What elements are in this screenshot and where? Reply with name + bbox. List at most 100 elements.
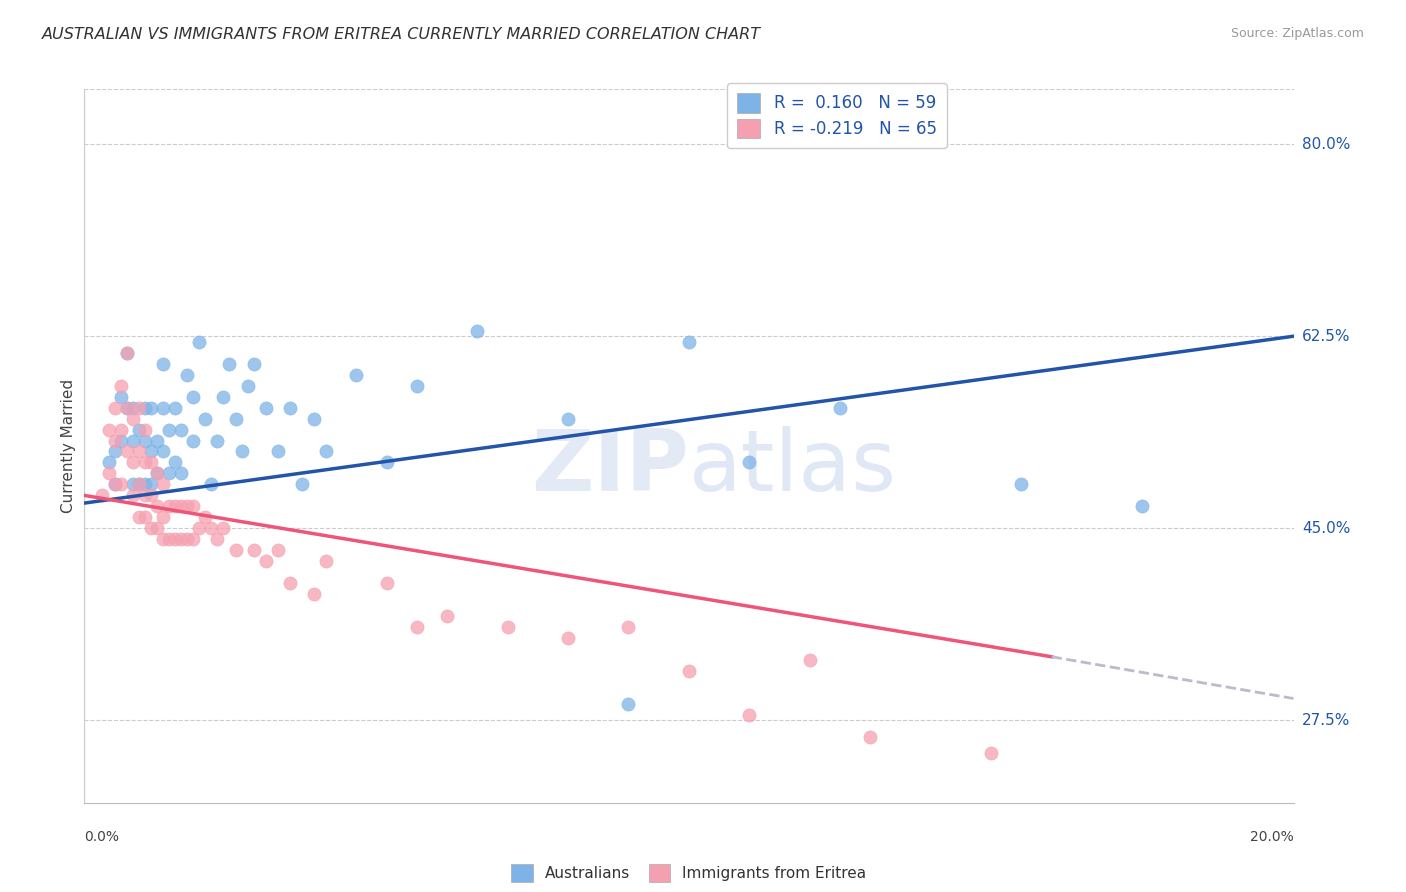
Text: AUSTRALIAN VS IMMIGRANTS FROM ERITREA CURRENTLY MARRIED CORRELATION CHART: AUSTRALIAN VS IMMIGRANTS FROM ERITREA CU… — [42, 27, 761, 42]
Point — [291, 477, 314, 491]
Point — [617, 697, 640, 711]
Y-axis label: Currently Married: Currently Married — [60, 379, 76, 513]
Point — [110, 390, 132, 404]
Point — [176, 368, 198, 382]
Point — [152, 357, 174, 371]
Point — [212, 390, 235, 404]
Point — [436, 609, 458, 624]
Point — [152, 533, 174, 547]
Point — [1130, 500, 1153, 514]
Point — [152, 444, 174, 458]
Point — [134, 488, 156, 502]
Point — [738, 708, 761, 723]
Point — [115, 345, 138, 359]
Point — [200, 521, 222, 535]
Point — [278, 401, 301, 415]
Point — [678, 334, 700, 349]
Point — [170, 467, 193, 481]
Point — [830, 401, 852, 415]
Point — [115, 345, 138, 359]
Point — [181, 533, 204, 547]
Point — [97, 467, 120, 481]
Point — [406, 378, 429, 392]
Point — [170, 423, 193, 437]
Point — [181, 390, 204, 404]
Text: ZIP: ZIP — [531, 425, 689, 509]
Point — [617, 620, 640, 634]
Text: Source: ZipAtlas.com: Source: ZipAtlas.com — [1230, 27, 1364, 40]
Point — [242, 543, 264, 558]
Point — [346, 368, 368, 382]
Point — [406, 620, 429, 634]
Point — [104, 434, 127, 448]
Point — [110, 434, 132, 448]
Point — [121, 488, 143, 502]
Point — [163, 401, 186, 415]
Point — [980, 747, 1002, 761]
Point — [104, 401, 127, 415]
Point — [146, 467, 169, 481]
Point — [139, 521, 162, 535]
Point — [236, 378, 259, 392]
Point — [104, 444, 127, 458]
Point — [128, 477, 150, 491]
Point — [194, 510, 217, 524]
Point — [134, 423, 156, 437]
Point — [121, 401, 143, 415]
Point — [128, 423, 150, 437]
Point — [738, 455, 761, 469]
Text: 20.0%: 20.0% — [1250, 830, 1294, 844]
Point — [146, 521, 169, 535]
Point — [97, 455, 120, 469]
Point — [375, 576, 398, 591]
Point — [121, 434, 143, 448]
Point — [163, 455, 186, 469]
Point — [170, 533, 193, 547]
Point — [104, 477, 127, 491]
Point — [188, 334, 211, 349]
Point — [557, 631, 579, 645]
Point — [859, 730, 882, 744]
Point — [207, 533, 229, 547]
Point — [91, 488, 114, 502]
Point — [128, 510, 150, 524]
Point — [152, 477, 174, 491]
Text: atlas: atlas — [689, 425, 897, 509]
Point — [128, 401, 150, 415]
Point — [110, 477, 132, 491]
Point — [181, 434, 204, 448]
Point — [110, 378, 132, 392]
Point — [200, 477, 222, 491]
Point — [254, 554, 277, 568]
Point — [302, 587, 325, 601]
Point — [104, 477, 127, 491]
Point — [254, 401, 277, 415]
Point — [97, 423, 120, 437]
Point — [467, 324, 489, 338]
Point — [231, 444, 253, 458]
Point — [799, 653, 821, 667]
Point — [134, 477, 156, 491]
Point — [375, 455, 398, 469]
Point — [315, 554, 337, 568]
Point — [225, 543, 247, 558]
Point — [146, 500, 169, 514]
Point — [115, 401, 138, 415]
Text: 62.5%: 62.5% — [1302, 329, 1350, 343]
Point — [157, 423, 180, 437]
Point — [134, 434, 156, 448]
Text: 27.5%: 27.5% — [1302, 713, 1350, 728]
Point — [128, 477, 150, 491]
Point — [678, 664, 700, 678]
Point — [134, 510, 156, 524]
Point — [176, 533, 198, 547]
Point — [121, 455, 143, 469]
Point — [128, 444, 150, 458]
Point — [152, 510, 174, 524]
Point — [207, 434, 229, 448]
Point — [225, 411, 247, 425]
Point — [212, 521, 235, 535]
Point — [557, 411, 579, 425]
Point — [146, 467, 169, 481]
Point — [496, 620, 519, 634]
